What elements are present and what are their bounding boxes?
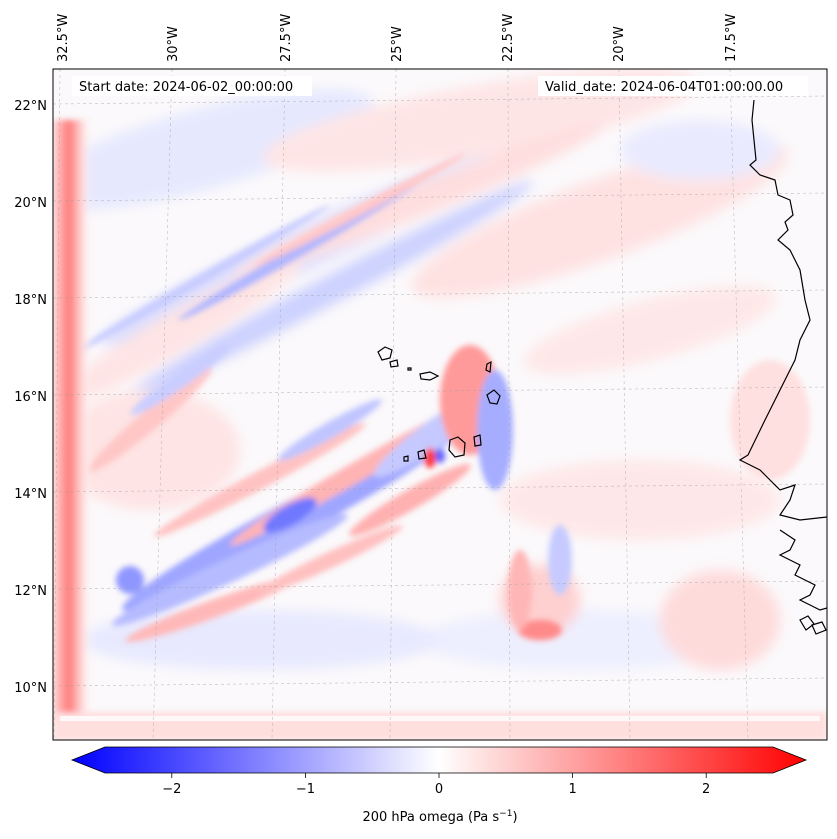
colorbar-tick-label: 1 [568,782,576,797]
lon-label: 30°W [166,26,181,62]
coastlines [377,99,827,635]
omega-field: Start date: 2024-06-02_00:00:00 Valid_da… [53,69,827,740]
colorbar-tick-label: −2 [162,782,181,797]
colorbar-tick-label: −1 [296,782,315,797]
lat-label: 16°N [14,390,47,405]
lon-label: 32.5°W [56,14,71,62]
latitude-labels: 22°N 20°N 18°N 16°N 14°N 12°N 10°N [14,99,47,696]
colorbar: −2 −1 0 1 2 200 hPa omega (Pa s−1) [70,746,808,825]
map-frame [52,68,828,741]
lat-label: 22°N [14,99,47,114]
colorbar-gradient [70,746,808,774]
lat-label: 12°N [14,584,47,599]
west-boundary-band [53,120,93,720]
lon-label: 20°W [612,26,627,62]
longitude-labels: 32.5°W 30°W 27.5°W 25°W 22.5°W 20°W 17.5… [56,14,739,62]
colorbar-title: 200 hPa omega (Pa s−1) [362,809,517,825]
start-date-box [72,76,312,96]
lon-label: 27.5°W [279,14,294,62]
lon-label: 25°W [390,26,405,62]
lat-label: 10°N [14,681,47,696]
colorbar-ticks: −2 −1 0 1 2 [162,773,710,797]
map-gridlines [53,69,827,740]
lat-label: 20°N [14,196,47,211]
colorbar-tick-label: 2 [702,782,710,797]
colorbar-tick-label: 0 [435,782,443,797]
valid-date-label: Valid_date: 2024-06-04T01:00:00.00 [545,80,783,95]
lon-label: 22.5°W [501,14,516,62]
start-date-label: Start date: 2024-06-02_00:00:00 [79,80,293,95]
lon-label: 17.5°W [724,14,739,62]
valid-date-box [538,76,808,96]
lat-label: 18°N [14,293,47,308]
lat-label: 14°N [14,487,47,502]
